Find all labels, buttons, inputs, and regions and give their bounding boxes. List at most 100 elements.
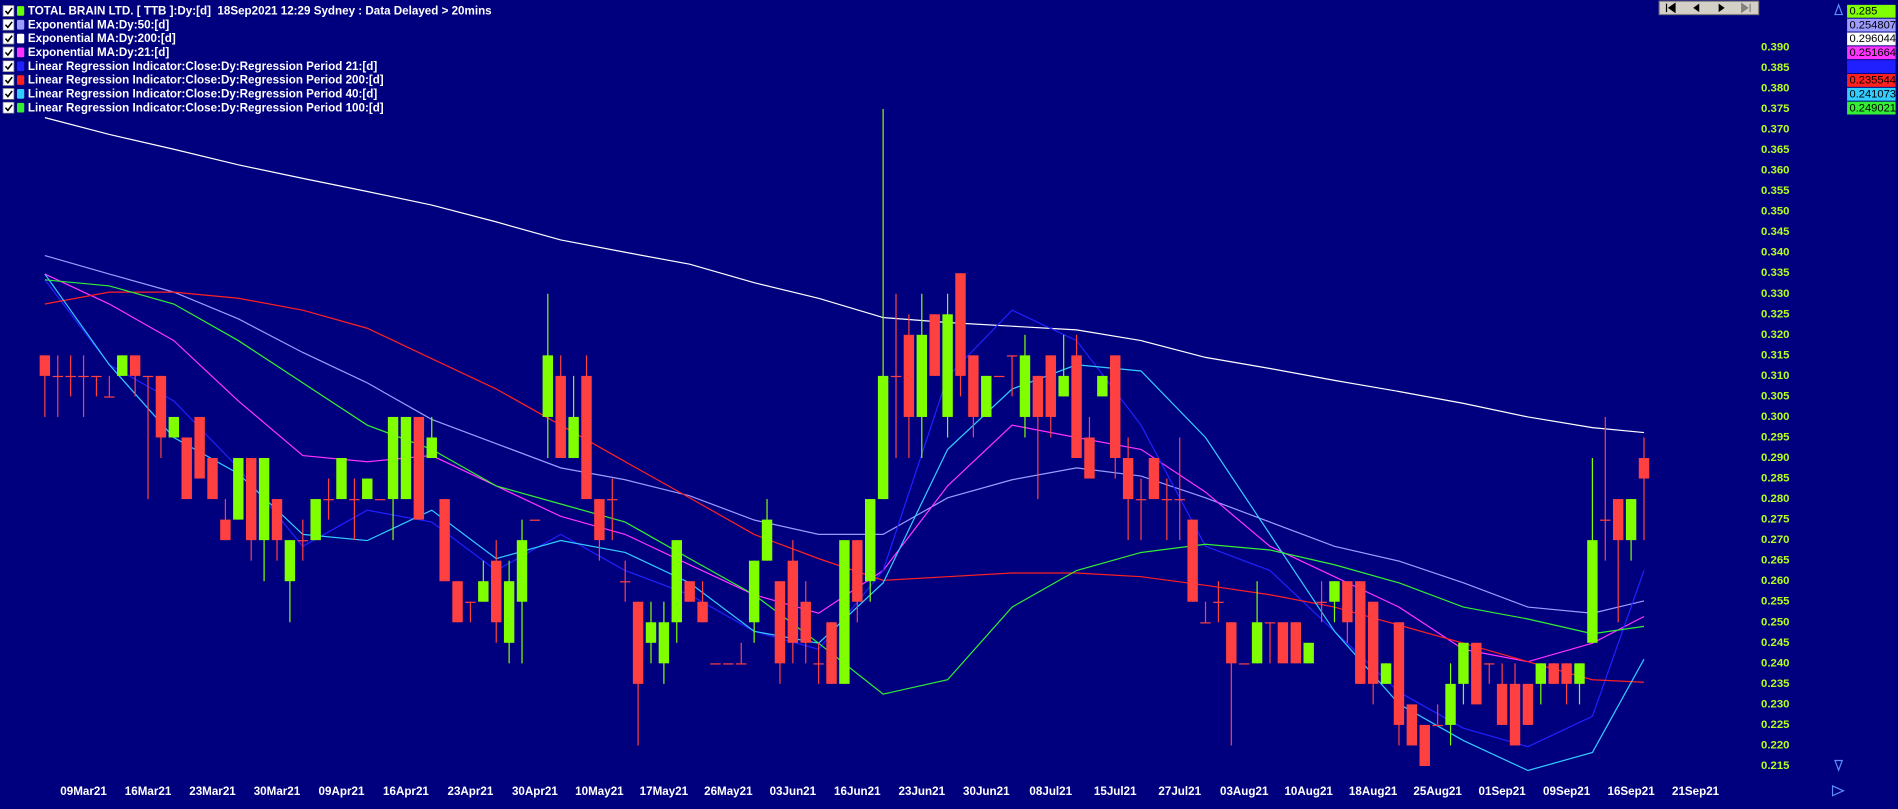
candle — [916, 293, 928, 459]
candle-body — [1561, 663, 1572, 684]
legend-checkbox[interactable] — [2, 101, 15, 114]
candle — [1019, 334, 1031, 438]
y-tick-label: 0.220 — [1761, 739, 1789, 751]
candle-body — [929, 314, 940, 376]
candle — [1045, 355, 1056, 438]
legend-checkbox[interactable] — [2, 88, 15, 100]
indicator-line — [44, 291, 1645, 683]
candle — [555, 355, 566, 459]
y-tick-label: 0.375 — [1761, 103, 1790, 115]
candle-body — [1522, 683, 1534, 725]
candle-body — [400, 416, 412, 500]
x-tick-label: 27Jul21 — [1158, 785, 1201, 798]
candle — [1638, 437, 1650, 541]
legend-checkbox[interactable] — [2, 46, 15, 59]
candle — [426, 416, 437, 459]
x-tick-label: 16Mar21 — [125, 785, 172, 798]
candle-body — [452, 581, 463, 623]
candle-body — [1148, 458, 1160, 500]
candle — [1355, 581, 1366, 684]
candle — [697, 581, 708, 623]
scroll-up-icon[interactable] — [1834, 3, 1844, 16]
legend-swatch — [16, 89, 25, 99]
legend-label: Exponential MA:Dy:21:[d] — [28, 46, 170, 59]
y-tick-label: 0.340 — [1761, 247, 1789, 259]
indicator-line — [44, 117, 1645, 434]
candle-body — [865, 499, 876, 582]
nav-next[interactable] — [1718, 3, 1725, 13]
y-tick-label: 0.300 — [1761, 411, 1789, 423]
x-tick-label: 01Sep21 — [1479, 785, 1527, 798]
candle-body — [710, 663, 721, 665]
candle-body — [774, 581, 786, 664]
candle — [723, 663, 734, 665]
candle — [207, 458, 218, 500]
candle-body — [413, 416, 425, 520]
candle-body — [1161, 499, 1173, 501]
candle — [774, 581, 786, 684]
legend-checkbox[interactable] — [2, 5, 15, 17]
candle — [800, 581, 811, 664]
last-value-label: 0.285 — [1850, 6, 1878, 18]
candle-body — [1019, 355, 1031, 417]
candle-body — [1097, 375, 1108, 397]
candle-body — [697, 601, 708, 623]
candle — [736, 642, 747, 665]
candle-body — [362, 478, 373, 500]
candle — [1612, 499, 1624, 623]
y-tick-label: 0.280 — [1761, 493, 1789, 505]
candle — [1251, 581, 1263, 664]
y-tick-label: 0.365 — [1761, 144, 1790, 156]
nav-first[interactable] — [1665, 2, 1676, 14]
legend-checkbox[interactable] — [2, 60, 15, 73]
candle-body — [748, 560, 760, 623]
candle — [1625, 499, 1637, 561]
navigation-buttons[interactable] — [1658, 0, 1760, 16]
candle — [220, 499, 231, 541]
last-value-box — [1847, 60, 1896, 74]
candle — [129, 355, 141, 397]
x-tick-label: 09Mar21 — [60, 785, 107, 798]
candle — [1329, 581, 1340, 623]
candle — [465, 601, 476, 623]
legend-checkbox[interactable] — [2, 18, 15, 31]
y-tick-label: 0.370 — [1761, 124, 1789, 136]
candle — [439, 499, 450, 582]
last-value-box — [1847, 32, 1896, 46]
nav-prev[interactable] — [1693, 3, 1700, 13]
nav-last[interactable] — [1741, 2, 1751, 14]
candle — [1226, 622, 1237, 746]
scroll-down-icon[interactable] — [1834, 759, 1844, 772]
legend-label: Linear Regression Indicator:Close:Dy:Reg… — [28, 60, 377, 73]
x-tick-label: 09Apr21 — [319, 785, 365, 798]
candle — [336, 458, 347, 500]
legend-label: Linear Regression Indicator:Close:Dy:Reg… — [28, 101, 384, 114]
candle-body — [503, 581, 515, 643]
legend-swatch — [16, 61, 25, 72]
candle-body — [1625, 499, 1637, 541]
legend-checkbox[interactable] — [2, 74, 15, 86]
candle — [955, 273, 966, 397]
y-tick-label: 0.360 — [1761, 165, 1789, 177]
nav-bar — [1658, 0, 1760, 16]
candle-body — [826, 622, 837, 684]
candle-body — [1006, 355, 1018, 357]
candle-body — [1509, 683, 1521, 746]
candle — [52, 355, 63, 417]
candle-body — [297, 540, 309, 542]
legend: TOTAL BRAIN LTD. [ TTB ]:Dy:[d] 18Sep202… — [2, 5, 492, 114]
legend-checkbox[interactable] — [2, 32, 15, 45]
candle-body — [968, 355, 979, 417]
candle-body — [1187, 519, 1198, 602]
candle — [671, 540, 682, 643]
legend-checkmark — [4, 7, 13, 15]
candle-body — [1535, 663, 1547, 684]
candle — [1535, 663, 1547, 705]
x-tick-label: 18Aug21 — [1349, 785, 1398, 798]
candle — [1522, 683, 1534, 725]
legend-checkmark — [4, 35, 13, 43]
scroll-right-icon[interactable] — [1831, 785, 1845, 797]
candle-body — [632, 601, 644, 684]
candle-body — [233, 458, 244, 520]
candle-body — [1445, 683, 1456, 725]
